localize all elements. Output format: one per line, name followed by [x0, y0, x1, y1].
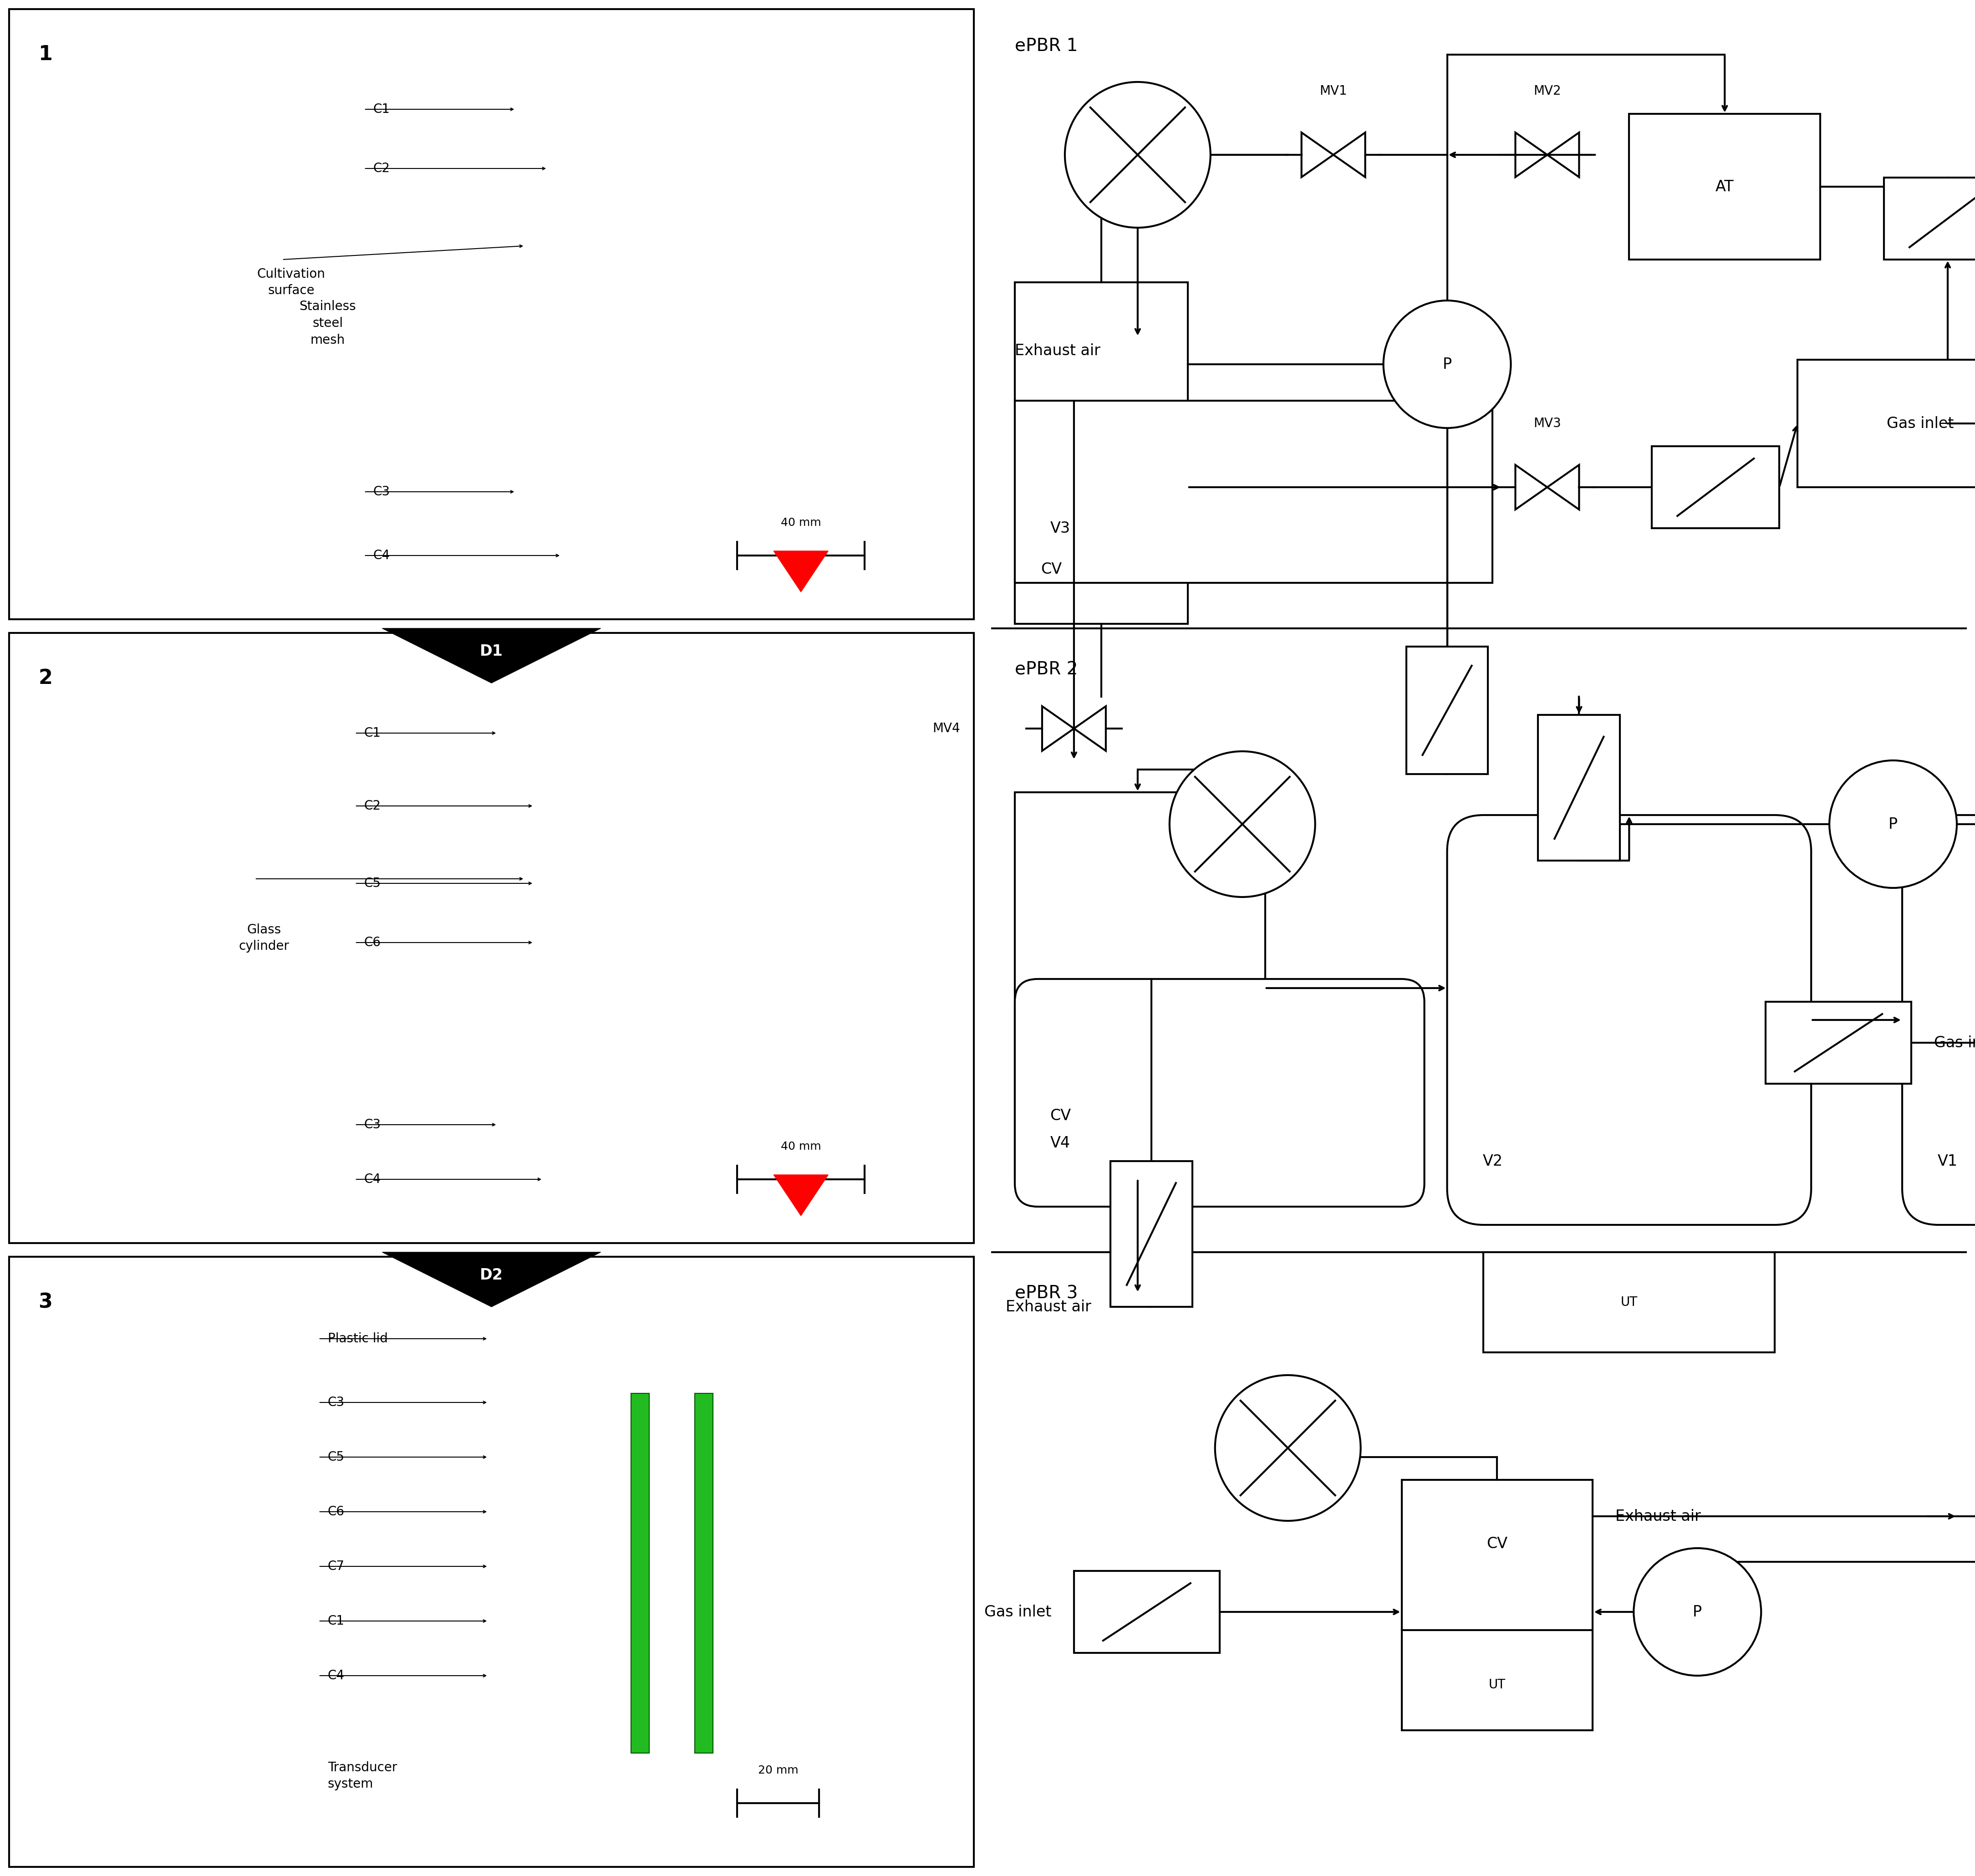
Bar [434, 1261, 970, 1863]
Text: C3: C3 [363, 1118, 381, 1131]
Polygon shape [1546, 133, 1580, 176]
Text: UT: UT [1489, 1679, 1505, 1690]
Polygon shape [383, 1251, 600, 1308]
Bar [1074, 1570, 1221, 1653]
Bar [1015, 792, 1266, 1180]
Text: Exhaust air: Exhaust air [1005, 1300, 1092, 1315]
Bar [695, 1394, 713, 1752]
Text: Gas inlet: Gas inlet [984, 1604, 1051, 1619]
Text: 40 mm: 40 mm [780, 1141, 822, 1152]
Text: Stainless
steel
mesh: Stainless steel mesh [300, 300, 355, 347]
Text: P: P [1442, 356, 1452, 371]
Text: CV: CV [1051, 1109, 1070, 1124]
Bar [1797, 360, 1975, 488]
Text: C1: C1 [328, 1615, 344, 1626]
Text: 20 mm: 20 mm [758, 1765, 798, 1777]
Bar [10, 9, 974, 619]
FancyBboxPatch shape [1448, 814, 1811, 1225]
Bar [1406, 647, 1487, 775]
Text: D1: D1 [480, 643, 504, 658]
Text: 3: 3 [38, 1293, 53, 1311]
Circle shape [1169, 750, 1315, 897]
Circle shape [1065, 83, 1211, 227]
Text: 2: 2 [38, 668, 53, 688]
Bar [10, 1257, 974, 1867]
Text: CV: CV [1487, 1536, 1507, 1551]
Bar [434, 638, 970, 1238]
Text: C1: C1 [373, 103, 389, 116]
Polygon shape [1515, 133, 1546, 176]
Text: MV3: MV3 [1533, 416, 1560, 430]
Text: P: P [1888, 816, 1898, 831]
Text: C5: C5 [363, 876, 381, 889]
Text: C2: C2 [373, 161, 389, 174]
Text: C4: C4 [328, 1670, 344, 1683]
Text: V3: V3 [1051, 522, 1070, 537]
Text: 1: 1 [38, 45, 53, 64]
Text: Gas inlet: Gas inlet [1934, 1036, 1975, 1051]
FancyBboxPatch shape [1902, 814, 1975, 1225]
Bar [1110, 1161, 1193, 1308]
Text: UT: UT [1621, 1296, 1637, 1309]
Text: ePBR 2: ePBR 2 [1015, 660, 1078, 677]
Text: Gas inlet: Gas inlet [1886, 416, 1953, 431]
Bar [1884, 178, 1975, 259]
Text: MV1: MV1 [1319, 84, 1347, 98]
Bar [1015, 401, 1493, 583]
Polygon shape [1302, 133, 1333, 176]
Circle shape [1633, 1548, 1762, 1675]
Bar [1483, 1251, 1776, 1353]
Text: MV4: MV4 [932, 722, 960, 735]
Text: ePBR 1: ePBR 1 [1015, 38, 1078, 54]
Bar [1402, 1480, 1592, 1730]
Text: C7: C7 [328, 1561, 344, 1572]
Text: C3: C3 [328, 1396, 344, 1409]
Text: AT: AT [1716, 180, 1734, 195]
Text: C4: C4 [363, 1172, 381, 1186]
Text: ePBR 3: ePBR 3 [1015, 1285, 1078, 1302]
Text: D2: D2 [480, 1268, 504, 1283]
Polygon shape [774, 552, 828, 593]
Bar [1015, 281, 1187, 625]
Bar [632, 1394, 650, 1752]
Polygon shape [1333, 133, 1365, 176]
Text: CV: CV [1041, 561, 1063, 576]
Text: Glass
cylinder: Glass cylinder [239, 923, 288, 953]
Bar [10, 632, 974, 1244]
Circle shape [1382, 300, 1511, 428]
Text: Plastic lid: Plastic lid [328, 1332, 387, 1345]
Text: V4: V4 [1051, 1135, 1070, 1150]
Text: MV2: MV2 [1533, 84, 1560, 98]
Text: Exhaust air: Exhaust air [1015, 343, 1100, 358]
Text: V2: V2 [1483, 1154, 1503, 1169]
Circle shape [1829, 760, 1957, 887]
Text: Cultivation
surface: Cultivation surface [257, 268, 326, 296]
Text: C6: C6 [363, 936, 381, 949]
Text: C3: C3 [373, 486, 389, 499]
Text: C6: C6 [328, 1505, 344, 1518]
Bar [1539, 715, 1620, 861]
Polygon shape [1074, 705, 1106, 750]
Polygon shape [1546, 465, 1580, 510]
Polygon shape [774, 1174, 828, 1216]
Polygon shape [1043, 705, 1074, 750]
Text: Transducer
system: Transducer system [328, 1762, 397, 1790]
FancyBboxPatch shape [1015, 979, 1424, 1206]
Text: Exhaust air: Exhaust air [1616, 1508, 1700, 1523]
Text: V1: V1 [1937, 1154, 1957, 1169]
Text: C5: C5 [328, 1450, 344, 1463]
Polygon shape [383, 628, 600, 683]
Text: C2: C2 [363, 799, 381, 812]
Circle shape [1215, 1375, 1361, 1521]
Polygon shape [1515, 465, 1546, 510]
Text: C1: C1 [363, 726, 381, 739]
Bar [434, 13, 970, 615]
Text: 40 mm: 40 mm [780, 518, 822, 529]
Bar [1766, 1002, 1912, 1084]
Text: P: P [1693, 1604, 1702, 1619]
Bar [1629, 114, 1821, 259]
Text: C4: C4 [373, 550, 389, 563]
Bar [1651, 446, 1779, 529]
